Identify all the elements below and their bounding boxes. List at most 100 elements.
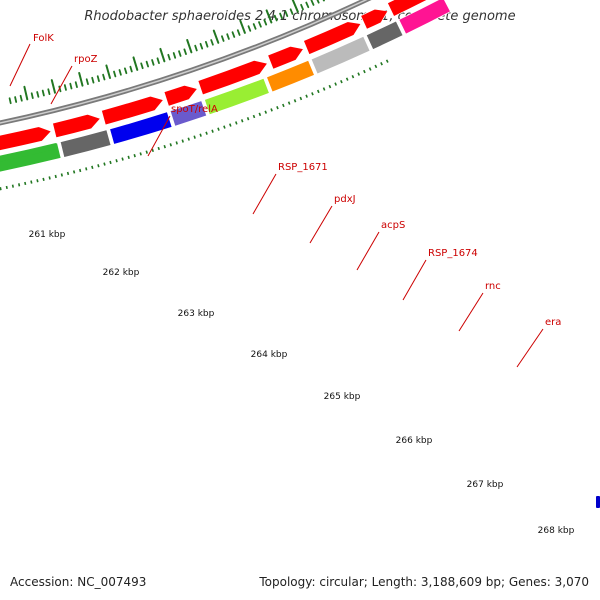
- tick-mark: [193, 135, 196, 139]
- scale-tick: [178, 50, 182, 57]
- reverse-feature-arrow: [100, 95, 165, 126]
- scale-tick: [140, 62, 144, 70]
- scale-tick: [132, 56, 139, 71]
- tick-mark: [85, 167, 88, 171]
- scale-tick: [74, 81, 78, 88]
- forward-feature-block: [398, 0, 452, 35]
- tick-mark: [139, 152, 142, 156]
- tick-mark: [229, 123, 232, 127]
- scale-label: 265 kbp: [324, 392, 361, 402]
- forward-strand-features: [0, 0, 452, 173]
- scale-tick: [129, 65, 133, 73]
- tick-mark: [235, 121, 238, 125]
- tick-mark: [287, 101, 291, 105]
- leader-line: [356, 231, 380, 271]
- major-tick-marks: [23, 0, 325, 101]
- feature-label: era: [545, 317, 561, 328]
- scale-tick: [105, 64, 111, 79]
- tick-mark: [282, 103, 285, 108]
- tick-mark: [264, 110, 268, 114]
- tick-mark: [385, 59, 389, 63]
- reverse-strand-features: [0, 0, 429, 151]
- scale-tick: [284, 10, 289, 18]
- scale-tick: [78, 72, 84, 87]
- leader-line: [516, 328, 544, 368]
- scale-tick: [8, 97, 12, 105]
- scale-tick: [226, 33, 230, 40]
- tick-mark: [115, 159, 118, 163]
- scale-tick: [263, 19, 268, 26]
- scale-label: 263 kbp: [178, 309, 215, 319]
- scale-tick: [47, 88, 51, 95]
- tick-mark: [299, 96, 303, 101]
- tick-mark: [223, 125, 226, 129]
- feature-label: FolK: [33, 33, 54, 44]
- feature-labels: FolK rpoZ spoT/relA RSP_1671 pdxJ acpS RSP_167…: [33, 33, 561, 328]
- tick-mark: [316, 89, 320, 94]
- tick-mark: [311, 92, 314, 96]
- scale-tick: [183, 48, 187, 55]
- tick-mark: [199, 133, 202, 137]
- tick-mark: [60, 173, 63, 177]
- tick-mark: [240, 119, 244, 123]
- tick-mark: [211, 129, 214, 133]
- scale-tick: [210, 39, 214, 46]
- leader-line: [50, 65, 73, 105]
- accession-text: Accession: NC_007493: [10, 575, 147, 589]
- feature-label: rnc: [485, 281, 501, 292]
- reverse-feature-arrow: [0, 126, 53, 151]
- scale-label: 262 kbp: [103, 268, 140, 278]
- leader-line: [252, 173, 277, 215]
- tick-mark: [258, 112, 262, 117]
- scale-tick: [172, 52, 177, 59]
- tick-mark: [151, 148, 154, 153]
- scale-label: 267 kbp: [467, 480, 504, 490]
- scale-tick: [36, 91, 40, 98]
- leader-line: [402, 259, 427, 301]
- scale-label: 266 kbp: [396, 436, 433, 446]
- scale-tick: [289, 8, 294, 15]
- scale-tick: [91, 76, 95, 84]
- scale-tick: [239, 19, 246, 34]
- tick-mark: [187, 137, 190, 141]
- tick-mark: [357, 72, 361, 76]
- scale-label: 261 kbp: [29, 230, 66, 240]
- tick-mark: [276, 106, 279, 110]
- tick-mark: [133, 153, 136, 158]
- tick-mark: [72, 170, 76, 174]
- scale-tick: [118, 69, 122, 76]
- scale-tick: [310, 0, 315, 6]
- forward-feature-block: [59, 129, 112, 158]
- tick-mark: [246, 117, 250, 121]
- scale-tick: [145, 60, 150, 68]
- tick-mark: [374, 64, 378, 69]
- tick-mark: [48, 176, 51, 180]
- offmap-feature: [596, 496, 600, 508]
- tick-mark: [157, 146, 160, 151]
- scale-tick: [85, 78, 89, 85]
- feature-label: RSP_1674: [428, 248, 478, 259]
- scale-tick: [252, 23, 257, 30]
- tick-mark: [145, 150, 148, 154]
- tick-mark: [24, 181, 27, 186]
- scale-tick: [63, 84, 67, 91]
- tick-mark: [121, 157, 124, 161]
- tick-mark: [363, 69, 366, 74]
- tick-mark: [163, 144, 166, 149]
- forward-feature-block: [310, 35, 371, 75]
- scale-tick: [300, 3, 304, 11]
- scale-tick: [258, 21, 262, 28]
- scale-tick: [194, 44, 198, 52]
- reverse-feature-arrow: [163, 84, 199, 107]
- tick-mark: [30, 180, 33, 184]
- tick-mark: [169, 143, 172, 147]
- feature-label: spoT/relA: [171, 104, 218, 115]
- scale-tick: [159, 47, 166, 63]
- scale-tick: [151, 59, 155, 66]
- tick-mark: [270, 108, 273, 112]
- tick-mark: [322, 87, 326, 91]
- feature-label: acpS: [381, 220, 405, 231]
- reverse-feature-arrow: [52, 113, 102, 139]
- tick-mark: [334, 82, 337, 86]
